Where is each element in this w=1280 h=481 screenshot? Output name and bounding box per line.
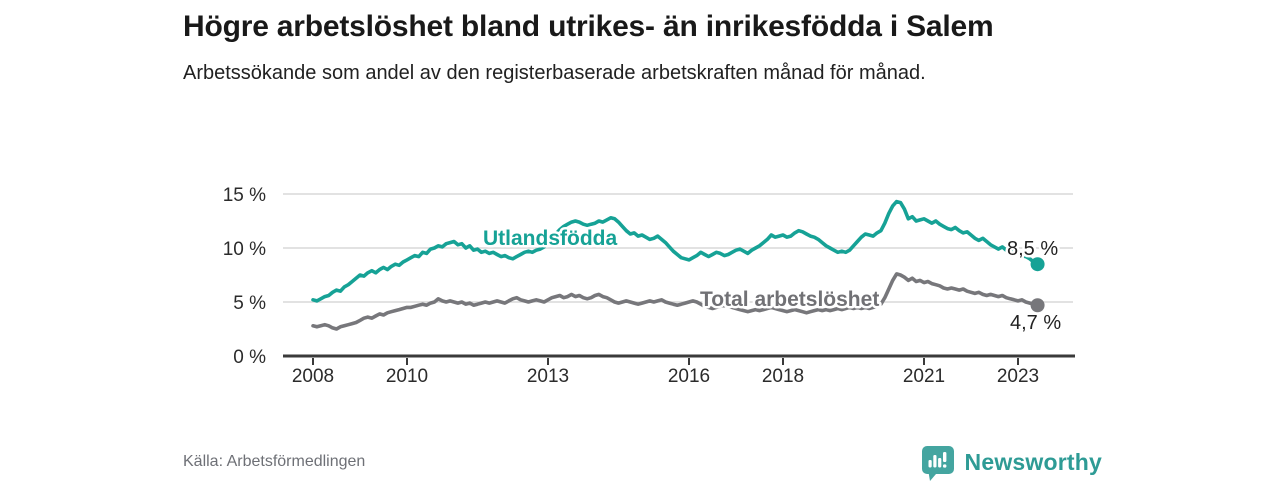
x-tick-label-2018: 2018 [762,366,804,387]
series-line-total [311,272,1040,331]
newsworthy-logo: Newsworthy [920,444,1102,481]
x-tick-label-2023: 2023 [997,366,1039,387]
y-tick-label-15: 15 % [223,185,266,206]
y-tick-label-0: 0 % [233,347,266,368]
x-tick-label-2010: 2010 [386,366,428,387]
x-tick-label-2008: 2008 [292,366,334,387]
newsworthy-logo-text: Newsworthy [964,448,1102,475]
series-line-utlandsfodda [311,199,1040,303]
series-label-total: Total arbetslöshet [700,288,879,311]
series-end-dot-utlandsfodda [1030,257,1045,272]
x-tick-label-2016: 2016 [668,366,710,387]
source-note: Källa: Arbetsförmedlingen [183,453,366,470]
chart-card: Högre arbetslöshet bland utrikes- än inr… [183,0,1103,87]
x-tick-label-2021: 2021 [903,366,945,387]
end-label-utlandsfodda: 8,5 % [1007,238,1058,260]
end-label-total: 4,7 % [1010,312,1061,334]
chart-footer: Källa: Arbetsförmedlingen Newsworthy [183,444,1102,481]
chart-title: Högre arbetslöshet bland utrikes- än inr… [183,10,994,43]
newsworthy-logo-icon [921,445,954,481]
series-label-utlandsfodda: Utlandsfödda [483,227,617,250]
series-end-dot-total [1030,298,1045,313]
y-tick-label-10: 10 % [223,239,266,260]
chart-subtitle: Arbetssökande som andel av den registerb… [183,62,926,84]
y-tick-label-5: 5 % [233,293,266,314]
x-tick-label-2013: 2013 [527,366,569,387]
